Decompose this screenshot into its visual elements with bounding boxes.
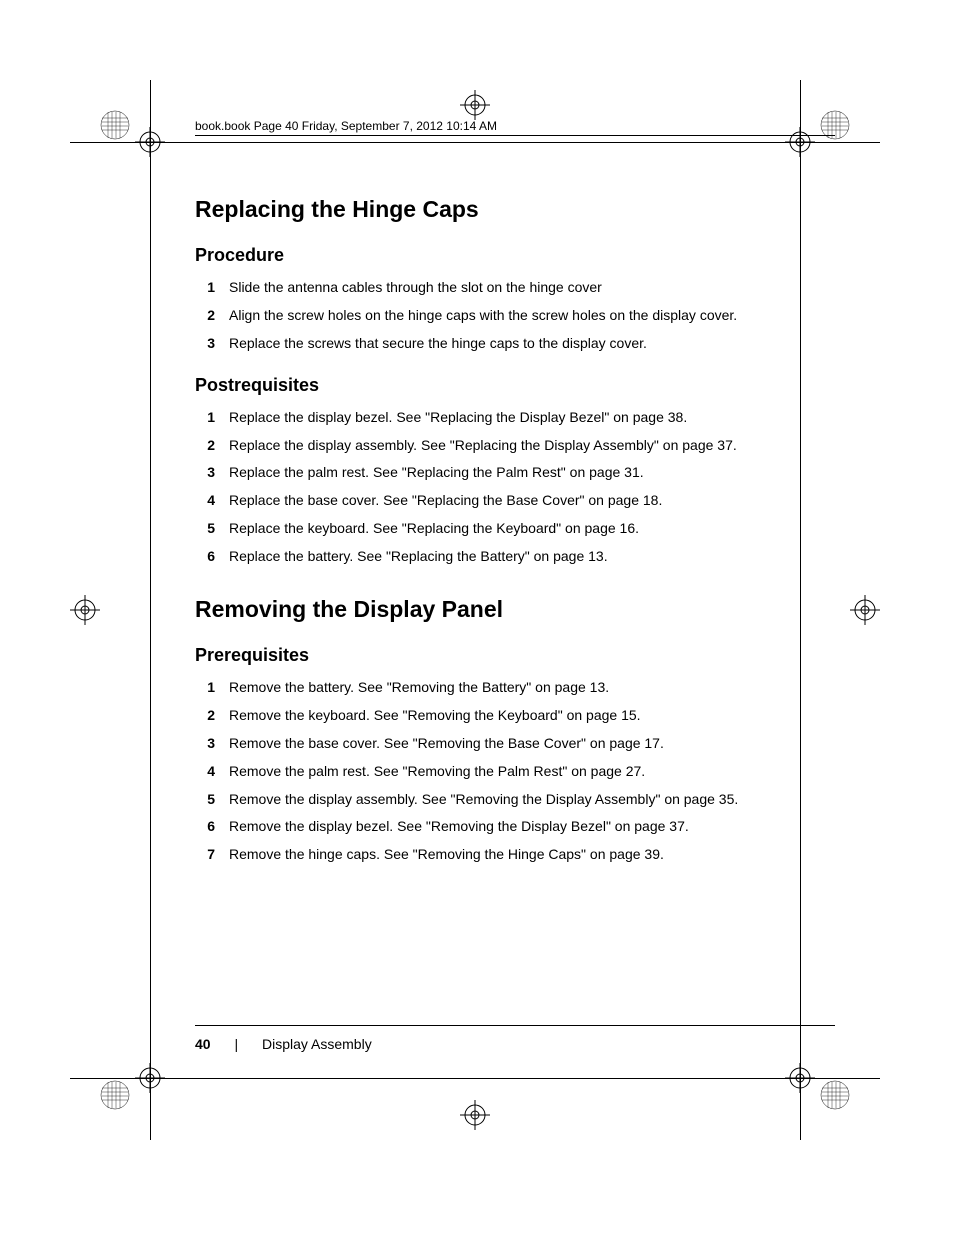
page: book.book Page 40 Friday, September 7, 2… [0, 0, 954, 1235]
list-text: Replace the screws that secure the hinge… [229, 334, 835, 353]
list-item: 6Remove the display bezel. See "Removing… [195, 817, 835, 836]
list-item: 1Slide the antenna cables through the sl… [195, 278, 835, 297]
list-item: 2Replace the display assembly. See "Repl… [195, 436, 835, 455]
subsection-title: Prerequisites [195, 645, 835, 666]
corner-mark-br [820, 1080, 850, 1110]
list-item: 1Replace the display bezel. See "Replaci… [195, 408, 835, 427]
list-item: 3Replace the screws that secure the hing… [195, 334, 835, 353]
list-number: 2 [195, 306, 229, 325]
section-title: Removing the Display Panel [195, 596, 835, 623]
list-number: 6 [195, 547, 229, 566]
list-text: Remove the display bezel. See "Removing … [229, 817, 835, 836]
list-number: 5 [195, 519, 229, 538]
list-number: 2 [195, 706, 229, 725]
reg-mark-icon [135, 1063, 165, 1093]
list-number: 1 [195, 408, 229, 427]
list-text: Align the screw holes on the hinge caps … [229, 306, 835, 325]
content-area: book.book Page 40 Friday, September 7, 2… [195, 119, 835, 873]
ordered-list: 1Slide the antenna cables through the sl… [195, 278, 835, 353]
corner-mark-bl [100, 1080, 130, 1110]
list-item: 1Remove the battery. See "Removing the B… [195, 678, 835, 697]
list-text: Replace the battery. See "Replacing the … [229, 547, 835, 566]
section-title: Replacing the Hinge Caps [195, 196, 835, 223]
list-text: Remove the keyboard. See "Removing the K… [229, 706, 835, 725]
reg-mark-icon [785, 1063, 815, 1093]
ordered-list: 1Remove the battery. See "Removing the B… [195, 678, 835, 864]
reg-mark-icon [70, 595, 100, 625]
crop-line-left [150, 80, 151, 1140]
list-number: 3 [195, 463, 229, 482]
list-item: 3Remove the base cover. See "Removing th… [195, 734, 835, 753]
list-number: 1 [195, 278, 229, 297]
list-text: Replace the palm rest. See "Replacing th… [229, 463, 835, 482]
page-number: 40 [195, 1036, 211, 1052]
reg-mark-icon [460, 1100, 490, 1130]
list-item: 7Remove the hinge caps. See "Removing th… [195, 845, 835, 864]
reg-mark-icon [135, 127, 165, 157]
list-number: 5 [195, 790, 229, 809]
list-text: Remove the battery. See "Removing the Ba… [229, 678, 835, 697]
ordered-list: 1Replace the display bezel. See "Replaci… [195, 408, 835, 566]
list-item: 2Align the screw holes on the hinge caps… [195, 306, 835, 325]
list-number: 4 [195, 491, 229, 510]
list-text: Replace the keyboard. See "Replacing the… [229, 519, 835, 538]
list-text: Slide the antenna cables through the slo… [229, 278, 835, 297]
corner-mark-tl [100, 110, 130, 140]
footer-label: Display Assembly [262, 1036, 372, 1052]
list-item: 5Remove the display assembly. See "Remov… [195, 790, 835, 809]
list-text: Remove the palm rest. See "Removing the … [229, 762, 835, 781]
list-text: Replace the base cover. See "Replacing t… [229, 491, 835, 510]
list-number: 7 [195, 845, 229, 864]
list-item: 3Replace the palm rest. See "Replacing t… [195, 463, 835, 482]
list-item: 5Replace the keyboard. See "Replacing th… [195, 519, 835, 538]
subsection-title: Postrequisites [195, 375, 835, 396]
list-number: 3 [195, 734, 229, 753]
list-number: 6 [195, 817, 229, 836]
reg-mark-icon [850, 595, 880, 625]
running-header: book.book Page 40 Friday, September 7, 2… [195, 119, 835, 136]
list-item: 6Replace the battery. See "Replacing the… [195, 547, 835, 566]
list-item: 4Replace the base cover. See "Replacing … [195, 491, 835, 510]
list-number: 1 [195, 678, 229, 697]
list-text: Replace the display assembly. See "Repla… [229, 436, 835, 455]
list-number: 3 [195, 334, 229, 353]
list-item: 4Remove the palm rest. See "Removing the… [195, 762, 835, 781]
list-number: 4 [195, 762, 229, 781]
subsection-title: Procedure [195, 245, 835, 266]
footer-separator: | [234, 1036, 238, 1052]
list-text: Remove the base cover. See "Removing the… [229, 734, 835, 753]
list-text: Replace the display bezel. See "Replacin… [229, 408, 835, 427]
reg-mark-icon [460, 90, 490, 120]
crop-line-bottom [70, 1078, 880, 1079]
list-text: Remove the display assembly. See "Removi… [229, 790, 835, 809]
page-footer: 40 | Display Assembly [195, 1025, 835, 1052]
list-item: 2Remove the keyboard. See "Removing the … [195, 706, 835, 725]
list-text: Remove the hinge caps. See "Removing the… [229, 845, 835, 864]
list-number: 2 [195, 436, 229, 455]
